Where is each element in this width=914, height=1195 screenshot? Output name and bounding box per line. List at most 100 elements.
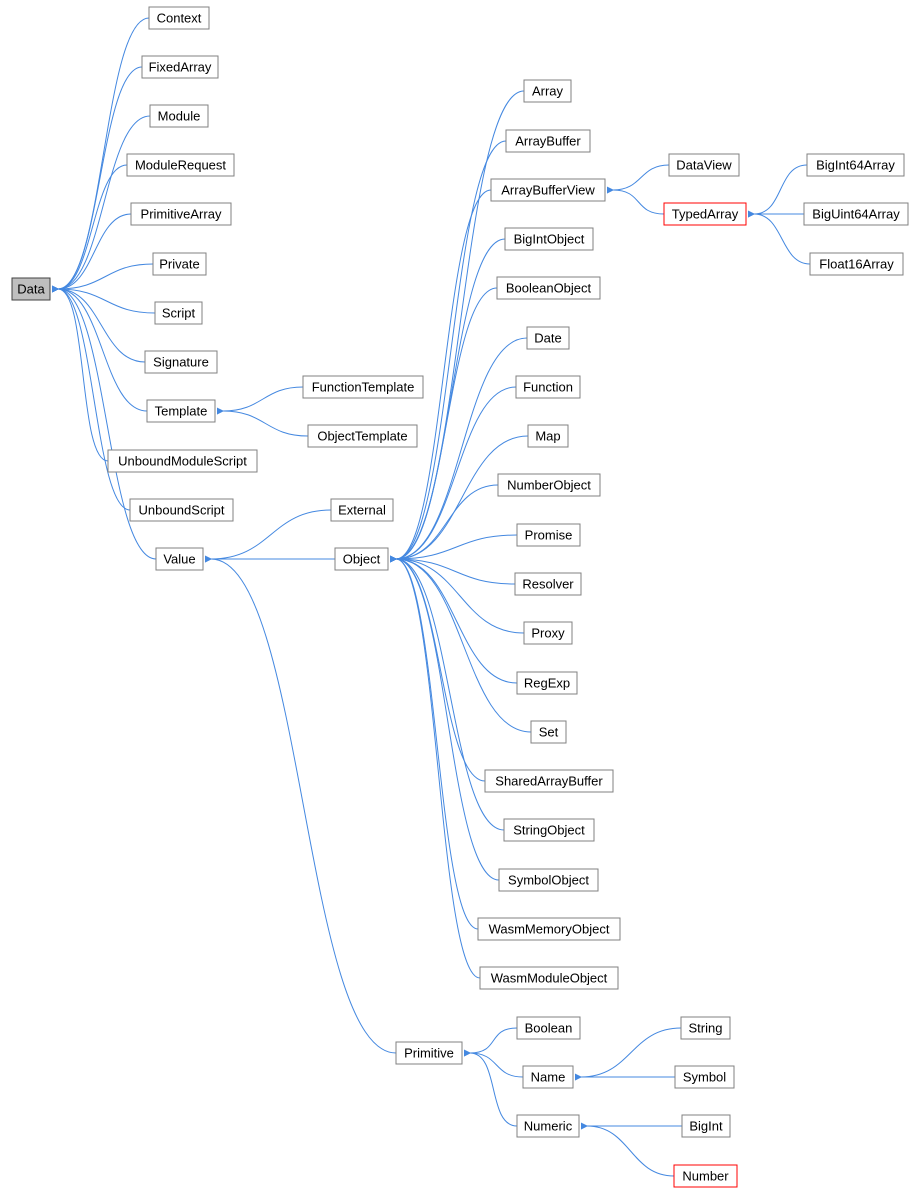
node-label-FixedArray: FixedArray [149, 60, 212, 75]
node-Context[interactable]: Context [149, 7, 209, 29]
node-Date[interactable]: Date [527, 327, 569, 349]
node-label-SharedArrayBuffer: SharedArrayBuffer [495, 774, 603, 789]
edge-BigInt64Array-TypedArray [754, 165, 807, 214]
node-label-BigInt64Array: BigInt64Array [816, 158, 895, 173]
inheritance-diagram: Data Context FixedArray Module ModuleRequest… [0, 0, 914, 1195]
node-Numeric[interactable]: Numeric [517, 1115, 579, 1137]
node-Map[interactable]: Map [528, 425, 568, 447]
node-label-Template: Template [155, 404, 208, 419]
node-ArrayBufferView[interactable]: ArrayBufferView [491, 179, 605, 201]
node-Resolver[interactable]: Resolver [515, 573, 581, 595]
node-Script[interactable]: Script [155, 302, 202, 324]
node-label-RegExp: RegExp [524, 676, 570, 691]
node-label-String: String [689, 1021, 723, 1036]
node-RegExp[interactable]: RegExp [517, 672, 577, 694]
node-label-SymbolObject: SymbolObject [508, 873, 589, 888]
node-label-Set: Set [539, 725, 559, 740]
node-label-Symbol: Symbol [683, 1070, 726, 1085]
edge-PrimitiveArray-Data [58, 214, 131, 289]
edge-Template-Data [58, 289, 147, 411]
node-SharedArrayBuffer[interactable]: SharedArrayBuffer [485, 770, 613, 792]
node-label-Data: Data [17, 282, 45, 297]
node-FunctionTemplate[interactable]: FunctionTemplate [303, 376, 423, 398]
node-label-Promise: Promise [525, 528, 573, 543]
node-label-ModuleRequest: ModuleRequest [135, 158, 226, 173]
node-UnboundScript[interactable]: UnboundScript [130, 499, 233, 521]
node-label-External: External [338, 503, 386, 518]
node-StringObject[interactable]: StringObject [504, 819, 594, 841]
node-UnboundModuleScript[interactable]: UnboundModuleScript [108, 450, 257, 472]
node-label-NumberObject: NumberObject [507, 478, 591, 493]
node-NumberObject[interactable]: NumberObject [498, 474, 600, 496]
node-label-BigInt: BigInt [689, 1119, 723, 1134]
node-Boolean[interactable]: Boolean [517, 1017, 580, 1039]
node-label-Number: Number [682, 1169, 729, 1184]
edge-Function-Object [396, 387, 516, 559]
node-Proxy[interactable]: Proxy [524, 622, 572, 644]
node-label-Value: Value [163, 552, 195, 567]
edge-BigIntObject-Object [396, 239, 505, 559]
node-WasmModuleObject[interactable]: WasmModuleObject [480, 967, 618, 989]
node-ModuleRequest[interactable]: ModuleRequest [127, 154, 234, 176]
node-label-ObjectTemplate: ObjectTemplate [317, 429, 407, 444]
node-PrimitiveArray[interactable]: PrimitiveArray [131, 203, 231, 225]
node-Data[interactable]: Data [12, 278, 50, 300]
node-Number[interactable]: Number [674, 1165, 737, 1187]
edge-Numeric-Primitive [470, 1053, 517, 1126]
node-TypedArray[interactable]: TypedArray [664, 203, 746, 225]
node-ArrayBuffer[interactable]: ArrayBuffer [506, 130, 590, 152]
node-String[interactable]: String [681, 1017, 730, 1039]
node-Array[interactable]: Array [524, 80, 571, 102]
node-Promise[interactable]: Promise [517, 524, 580, 546]
node-Template[interactable]: Template [147, 400, 215, 422]
node-Private[interactable]: Private [153, 253, 206, 275]
edge-Boolean-Primitive [470, 1028, 517, 1053]
edge-FunctionTemplate-Template [223, 387, 303, 411]
node-label-Resolver: Resolver [522, 577, 574, 592]
edge-SharedArrayBuffer-Object [396, 559, 485, 781]
node-BigInt[interactable]: BigInt [682, 1115, 730, 1137]
edges-group [58, 18, 810, 1176]
edge-Private-Data [58, 264, 153, 289]
node-ObjectTemplate[interactable]: ObjectTemplate [308, 425, 417, 447]
edge-Number-Numeric [587, 1126, 674, 1176]
node-label-BigIntObject: BigIntObject [514, 232, 585, 247]
edge-Date-Object [396, 338, 527, 559]
node-SymbolObject[interactable]: SymbolObject [499, 869, 598, 891]
node-Primitive[interactable]: Primitive [396, 1042, 462, 1064]
node-label-TypedArray: TypedArray [672, 207, 739, 222]
edge-UnboundScript-Data [58, 289, 130, 510]
edge-ArrayBuffer-Object [396, 141, 506, 559]
node-Set[interactable]: Set [531, 721, 566, 743]
edge-NumberObject-Object [396, 485, 498, 559]
node-External[interactable]: External [331, 499, 393, 521]
node-Module[interactable]: Module [150, 105, 208, 127]
node-label-PrimitiveArray: PrimitiveArray [141, 207, 222, 222]
node-label-Signature: Signature [153, 355, 209, 370]
node-Symbol[interactable]: Symbol [675, 1066, 734, 1088]
node-label-ArrayBuffer: ArrayBuffer [515, 134, 581, 149]
node-Function[interactable]: Function [516, 376, 580, 398]
node-Name[interactable]: Name [523, 1066, 573, 1088]
node-label-BigUint64Array: BigUint64Array [812, 207, 900, 222]
node-BigInt64Array[interactable]: BigInt64Array [807, 154, 904, 176]
node-BooleanObject[interactable]: BooleanObject [497, 277, 600, 299]
edge-RegExp-Object [396, 559, 517, 683]
node-label-UnboundScript: UnboundScript [139, 503, 225, 518]
node-FixedArray[interactable]: FixedArray [142, 56, 218, 78]
node-Float16Array[interactable]: Float16Array [810, 253, 903, 275]
node-Signature[interactable]: Signature [145, 351, 217, 373]
edge-Set-Object [396, 559, 531, 732]
node-label-WasmModuleObject: WasmModuleObject [491, 971, 608, 986]
node-Value[interactable]: Value [156, 548, 203, 570]
node-label-Module: Module [158, 109, 201, 124]
node-label-Context: Context [157, 11, 202, 26]
node-label-WasmMemoryObject: WasmMemoryObject [489, 922, 610, 937]
node-DataView[interactable]: DataView [669, 154, 739, 176]
node-BigIntObject[interactable]: BigIntObject [505, 228, 593, 250]
node-WasmMemoryObject[interactable]: WasmMemoryObject [478, 918, 620, 940]
node-label-DataView: DataView [676, 158, 732, 173]
node-Object[interactable]: Object [335, 548, 388, 570]
node-label-Function: Function [523, 380, 573, 395]
node-BigUint64Array[interactable]: BigUint64Array [804, 203, 908, 225]
